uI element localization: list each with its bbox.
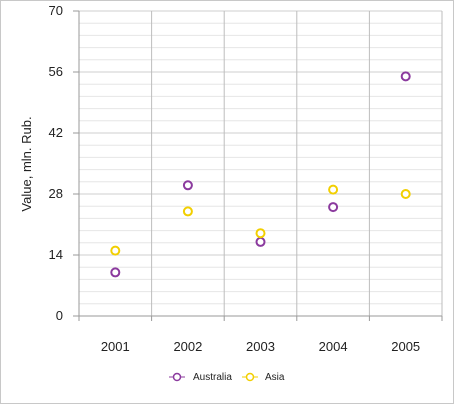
legend-item-australia[interactable]: Australia — [169, 372, 232, 383]
data-point-australia[interactable] — [182, 180, 193, 191]
y-axis-label: Value, mln. Rub. — [19, 116, 34, 211]
x-tick-label: 2004 — [319, 339, 348, 354]
x-tick-label: 2003 — [246, 339, 275, 354]
legend-marker-icon — [172, 372, 182, 382]
x-axis-ticks: 2001 2002 2003 2004 2005 — [78, 316, 443, 354]
data-point-asia[interactable] — [110, 245, 121, 256]
legend-label: Asia — [265, 372, 285, 383]
y-tick-label: 56 — [49, 64, 63, 79]
data-point-asia[interactable] — [400, 189, 411, 199]
y-tick-label: 28 — [49, 186, 63, 201]
data-point-asia[interactable] — [328, 184, 339, 195]
y-tick-label: 70 — [49, 3, 63, 18]
data-point-asia[interactable] — [182, 206, 193, 217]
x-tick-label: 2001 — [101, 339, 130, 354]
y-tick-label: 0 — [56, 308, 63, 323]
x-tick-label: 2005 — [391, 339, 420, 354]
y-tick-label: 14 — [49, 247, 63, 262]
y-tick-label: 42 — [49, 125, 63, 140]
axes — [78, 11, 442, 317]
major-gridlines — [79, 10, 443, 316]
minor-gridlines — [79, 22, 442, 305]
data-point-australia[interactable] — [110, 267, 121, 278]
data-points — [110, 71, 411, 278]
data-point-asia[interactable] — [255, 228, 266, 239]
data-point-australia[interactable] — [400, 71, 411, 82]
data-point-australia[interactable] — [328, 202, 339, 213]
data-point-australia[interactable] — [255, 236, 266, 247]
legend[interactable]: Australia Asia — [169, 372, 285, 383]
legend-item-asia[interactable]: Asia — [242, 372, 285, 383]
legend-label: Australia — [193, 372, 232, 383]
x-tick-label: 2002 — [173, 339, 202, 354]
y-axis-ticks: 0 14 28 42 56 70 — [49, 3, 79, 323]
legend-marker-icon — [245, 372, 255, 382]
